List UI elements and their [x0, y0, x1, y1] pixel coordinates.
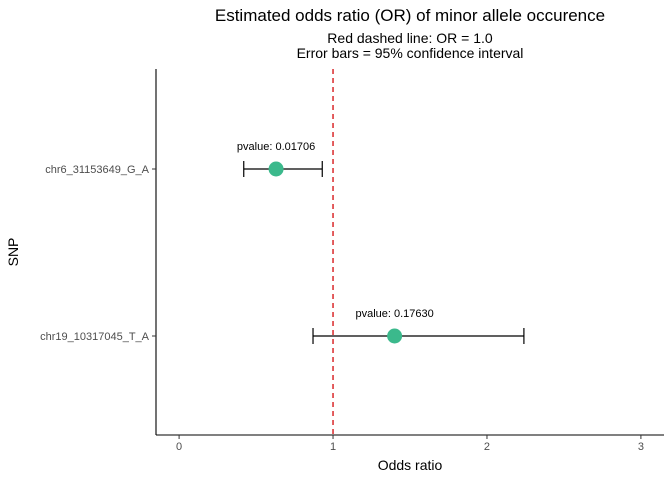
- x-tick-label: 0: [176, 441, 182, 453]
- x-tick-label: 3: [638, 441, 644, 453]
- x-axis-title: Odds ratio: [378, 457, 443, 473]
- x-tick-label: 1: [330, 441, 336, 453]
- y-tick-label: chr6_31153649_G_A: [45, 164, 149, 176]
- chart-subtitle-line-1: Red dashed line: OR = 1.0: [327, 30, 493, 46]
- odds-ratio-point: [268, 161, 284, 177]
- y-tick-label: chr19_10317045_T_A: [40, 331, 150, 343]
- pvalue-label: pvalue: 0.01706: [237, 141, 315, 153]
- odds-ratio-point: [387, 328, 403, 344]
- plot-area: 0 1 2 3 chr6_31153649_G_A pvalue: 0.01706 chr1…: [40, 69, 664, 453]
- pvalue-label: pvalue: 0.17630: [355, 308, 433, 320]
- y-axis-title: SNP: [5, 238, 21, 267]
- x-tick-label: 2: [484, 441, 490, 453]
- chart-subtitle-line-2: Error bars = 95% confidence interval: [297, 45, 524, 61]
- chart-title: Estimated odds ratio (OR) of minor allel…: [215, 6, 605, 25]
